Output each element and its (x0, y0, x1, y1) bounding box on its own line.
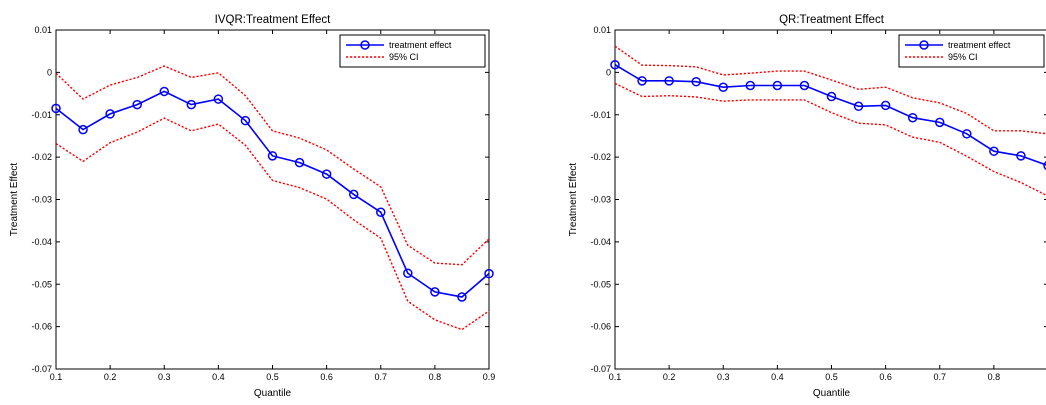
legend-marker (919, 40, 929, 50)
legend: treatment effect 95% CI (339, 34, 486, 68)
data-point (376, 207, 386, 217)
x-tick-label: 0.6 (879, 372, 892, 382)
y-tick-label: -0.04 (590, 237, 611, 247)
data-point (484, 268, 494, 279)
y-tick-label: 0.01 (593, 25, 611, 35)
x-tick-label: 0.2 (663, 372, 676, 382)
series-group (610, 45, 1046, 196)
data-point (348, 189, 359, 200)
data-point (132, 99, 142, 110)
plot-area (55, 29, 490, 370)
x-tick-label: 0.1 (50, 372, 63, 382)
treatment-effect-line (614, 64, 1046, 166)
data-point (799, 80, 810, 91)
y-tick-label: -0.06 (590, 322, 611, 332)
x-axis-title: Quantile (813, 388, 851, 399)
data-point (826, 91, 837, 102)
chart-title: IVQR:Treatment Effect (215, 14, 331, 26)
y-tick-label: -0.02 (590, 152, 611, 162)
x-tick-label: 0.8 (988, 372, 1001, 382)
ci-line (55, 117, 490, 331)
x-tick-label: 0.3 (158, 372, 171, 382)
data-point (294, 157, 305, 168)
data-point (880, 100, 891, 111)
data-point (321, 169, 332, 179)
x-tick-label: 0.5 (825, 372, 838, 382)
y-tick-label: -0.04 (31, 237, 52, 247)
x-tick-label: 0.9 (483, 372, 496, 382)
y-tick-label: -0.01 (590, 110, 611, 120)
data-point (1043, 161, 1046, 170)
y-tick-label: -0.07 (31, 364, 52, 374)
data-point (78, 124, 88, 135)
y-tick-label: -0.03 (590, 195, 611, 205)
series-group (51, 65, 494, 331)
x-tick-label: 0.3 (717, 372, 730, 382)
y-tick-label: -0.05 (590, 279, 611, 289)
legend-marker (360, 40, 370, 50)
y-tick-label: 0.01 (34, 25, 52, 35)
data-point (637, 76, 647, 86)
data-point (213, 94, 224, 104)
ivqr-chart: 0.1 0.2 0.3 0.4 0.5 0.6 0.7 0.8 0.9 0.01 0 -0.01 -0.… (9, 14, 495, 399)
x-tick-label: 0.5 (266, 372, 279, 382)
qr-chart: 0.1 0.2 0.3 0.4 0.5 0.6 0.7 0.8 0.01 0 -0.01 -0.02 -… (568, 14, 1046, 399)
y-tick-label: -0.05 (31, 279, 52, 289)
data-point (907, 112, 918, 123)
x-tick-label: 0.7 (933, 372, 946, 382)
data-point (159, 86, 169, 97)
ci-line (55, 65, 490, 266)
y-axis-title: Treatment Effect (568, 163, 579, 237)
y-axis-title: Treatment Effect (9, 163, 20, 237)
data-point (664, 76, 674, 86)
y-tick-label: -0.06 (31, 322, 52, 332)
data-point (1016, 151, 1026, 161)
legend-label: treatment effect (389, 40, 452, 50)
data-point (240, 115, 251, 126)
data-point (186, 99, 197, 110)
data-point (610, 59, 620, 70)
y-tick-label: -0.02 (31, 152, 52, 162)
legend-label: treatment effect (948, 40, 1011, 50)
data-point (105, 109, 115, 119)
data-point (989, 146, 999, 156)
y-tick-label: 0 (47, 67, 52, 77)
legend-label: 95% CI (948, 52, 978, 62)
x-tick-label: 0.2 (104, 372, 117, 382)
y-tick-label: 0 (606, 67, 611, 77)
x-tick-label: 0.4 (212, 372, 225, 382)
x-tick-label: 0.6 (320, 372, 333, 382)
x-tick-label: 0.1 (609, 372, 622, 382)
x-axis-title: Quantile (254, 388, 292, 399)
data-point (691, 76, 701, 87)
treatment-effect-line (55, 90, 490, 298)
data-point (772, 80, 783, 91)
legend-label: 95% CI (389, 52, 419, 62)
x-tick-label: 0.7 (374, 372, 387, 382)
data-point (457, 292, 467, 302)
data-point (935, 117, 945, 128)
ci-line (614, 82, 1046, 196)
ci-line (614, 45, 1046, 135)
data-point (403, 268, 413, 278)
data-point (745, 80, 756, 91)
data-point (962, 129, 972, 139)
data-point (430, 287, 440, 297)
x-tick-label: 0.8 (429, 372, 442, 382)
data-point (718, 82, 728, 92)
y-tick-label: -0.03 (31, 195, 52, 205)
data-point (51, 103, 61, 114)
x-tick-label: 0.4 (771, 372, 784, 382)
chart-title: QR:Treatment Effect (779, 14, 885, 26)
y-tick-label: -0.07 (590, 364, 611, 374)
data-point (267, 151, 278, 161)
legend: treatment effect 95% CI (898, 34, 1045, 68)
y-tick-label: -0.01 (31, 110, 52, 120)
data-point (853, 101, 864, 112)
